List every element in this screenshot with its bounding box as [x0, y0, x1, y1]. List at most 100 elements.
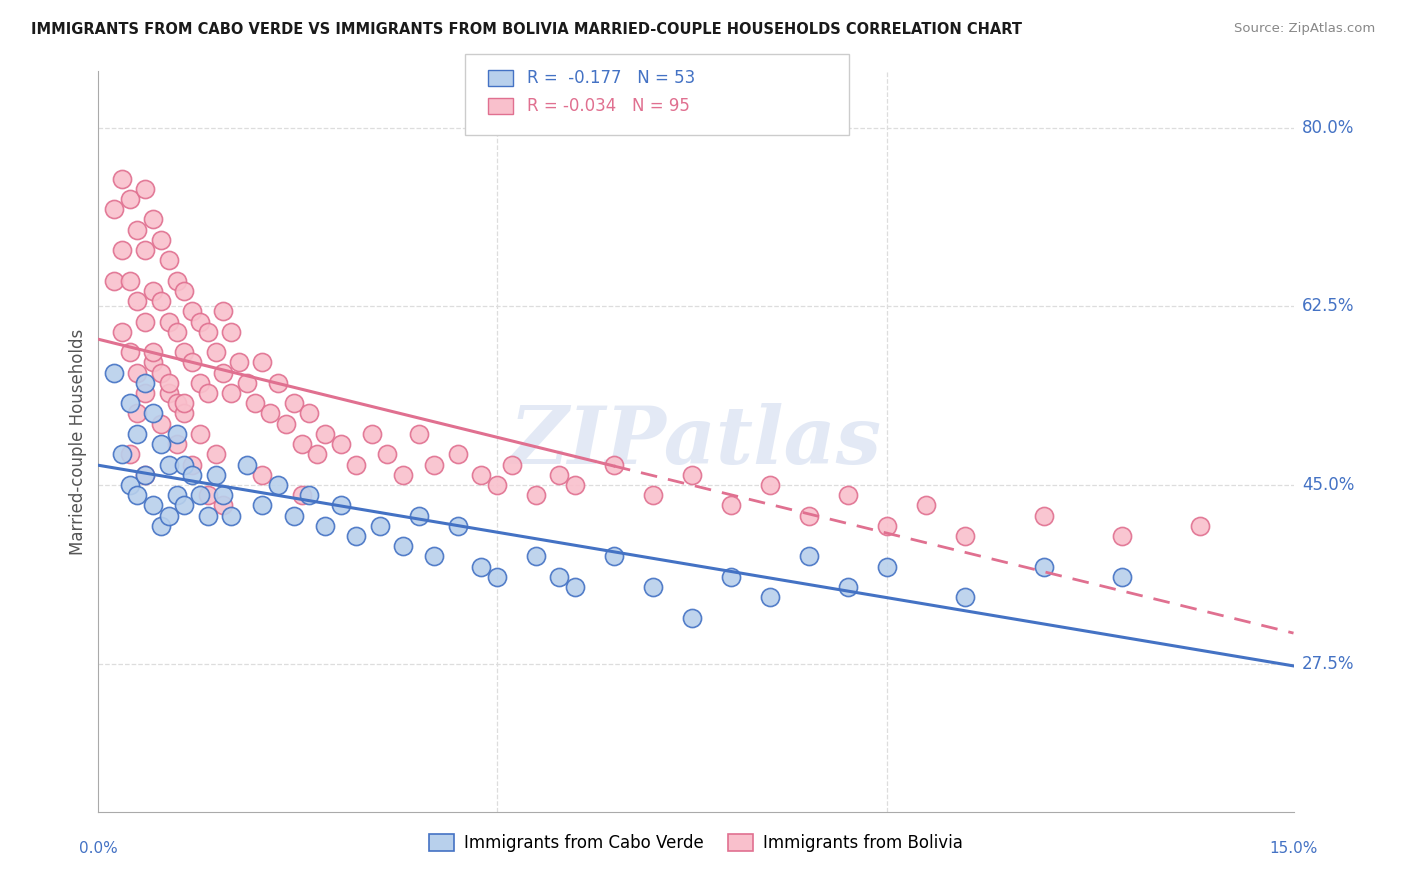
Point: [219, 386, 242, 401]
Point: [219, 325, 242, 339]
Point: [103, 274, 125, 288]
Point: [111, 447, 134, 461]
Point: [134, 467, 156, 482]
Point: [360, 426, 382, 441]
Point: [329, 437, 352, 451]
Point: [188, 376, 211, 390]
Point: [267, 376, 290, 390]
Point: [1188, 518, 1211, 533]
Point: [524, 488, 547, 502]
Point: [955, 591, 977, 605]
Point: [134, 182, 156, 196]
Point: [212, 499, 235, 513]
Point: [837, 580, 859, 594]
Y-axis label: Married-couple Households: Married-couple Households: [69, 328, 87, 555]
Point: [157, 253, 180, 268]
Text: Source: ZipAtlas.com: Source: ZipAtlas.com: [1234, 22, 1375, 36]
Point: [212, 366, 235, 380]
Point: [181, 355, 204, 369]
Point: [408, 426, 430, 441]
Point: [1111, 570, 1133, 584]
Text: IMMIGRANTS FROM CABO VERDE VS IMMIGRANTS FROM BOLIVIA MARRIED-COUPLE HOUSEHOLDS : IMMIGRANTS FROM CABO VERDE VS IMMIGRANTS…: [31, 22, 1022, 37]
Point: [501, 458, 523, 472]
Text: 80.0%: 80.0%: [1302, 119, 1354, 136]
Point: [329, 499, 352, 513]
Point: [720, 570, 742, 584]
Point: [681, 610, 703, 624]
Point: [173, 396, 195, 410]
Point: [157, 386, 180, 401]
Legend: Immigrants from Cabo Verde, Immigrants from Bolivia: Immigrants from Cabo Verde, Immigrants f…: [422, 828, 970, 859]
Point: [283, 508, 305, 523]
Text: R = -0.034   N = 95: R = -0.034 N = 95: [527, 97, 690, 115]
Point: [149, 417, 172, 431]
Point: [344, 529, 367, 543]
Point: [204, 467, 226, 482]
Point: [641, 488, 664, 502]
Point: [197, 325, 219, 339]
Point: [720, 499, 742, 513]
Point: [127, 426, 149, 441]
Point: [392, 539, 415, 553]
Point: [127, 294, 149, 309]
Point: [377, 447, 399, 461]
Point: [392, 467, 415, 482]
Point: [188, 314, 211, 328]
Text: 45.0%: 45.0%: [1302, 476, 1354, 494]
Point: [344, 458, 367, 472]
Point: [799, 508, 821, 523]
Point: [166, 396, 188, 410]
Point: [173, 284, 195, 298]
Point: [127, 407, 149, 421]
Point: [118, 478, 141, 492]
Point: [212, 488, 235, 502]
Point: [290, 437, 312, 451]
Point: [314, 426, 336, 441]
Point: [1111, 529, 1133, 543]
Point: [314, 518, 336, 533]
Point: [298, 488, 321, 502]
Point: [204, 447, 226, 461]
Point: [204, 345, 226, 359]
Point: [134, 314, 156, 328]
Point: [641, 580, 664, 594]
Point: [524, 549, 547, 564]
Point: [166, 274, 188, 288]
Point: [423, 458, 446, 472]
Point: [283, 396, 305, 410]
Point: [134, 386, 156, 401]
Point: [118, 192, 141, 206]
Point: [799, 549, 821, 564]
Point: [197, 386, 219, 401]
Text: ZIPatlas: ZIPatlas: [510, 403, 882, 480]
Point: [173, 345, 195, 359]
Point: [548, 570, 571, 584]
Point: [447, 518, 470, 533]
Point: [103, 202, 125, 217]
Point: [368, 518, 391, 533]
Point: [118, 396, 141, 410]
Point: [759, 591, 782, 605]
Point: [307, 447, 329, 461]
Point: [149, 233, 172, 247]
Point: [298, 407, 321, 421]
Point: [111, 325, 134, 339]
Text: 62.5%: 62.5%: [1302, 297, 1354, 315]
Point: [149, 518, 172, 533]
Point: [243, 396, 266, 410]
Point: [118, 274, 141, 288]
Point: [188, 426, 211, 441]
Point: [259, 407, 281, 421]
Point: [142, 355, 165, 369]
Text: 27.5%: 27.5%: [1302, 655, 1354, 673]
Point: [252, 467, 274, 482]
Point: [157, 314, 180, 328]
Point: [485, 478, 508, 492]
Point: [166, 437, 188, 451]
Text: 15.0%: 15.0%: [1270, 841, 1317, 856]
Point: [181, 458, 204, 472]
Point: [1032, 559, 1054, 574]
Point: [173, 458, 195, 472]
Point: [142, 499, 165, 513]
Point: [212, 304, 235, 318]
